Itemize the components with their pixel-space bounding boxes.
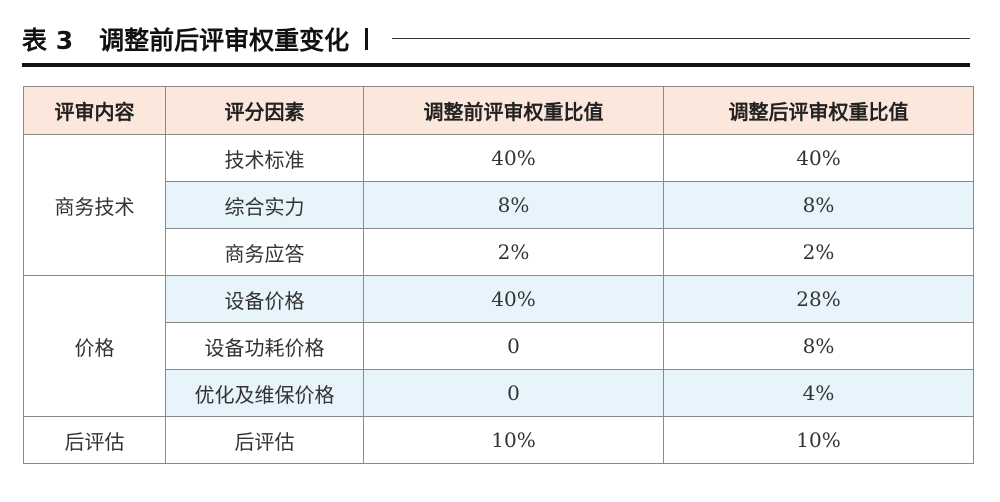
content-cell: 价格: [23, 275, 166, 417]
table-row: 优化及维保价格 0 4%: [24, 369, 974, 417]
factor-cell: 优化及维保价格: [165, 369, 364, 417]
caption-tick-mark: [365, 28, 369, 50]
after-cell: 4%: [663, 369, 974, 417]
caption-divider: [22, 63, 970, 67]
after-cell: 10%: [663, 416, 974, 464]
after-cell: 40%: [663, 134, 974, 182]
factor-cell: 设备功耗价格: [165, 322, 364, 370]
before-cell: 8%: [363, 181, 664, 229]
weight-table: 评审内容 评分因素 调整前评审权重比值 调整后评审权重比值 商务技术 技术标准 …: [23, 86, 974, 464]
before-cell: 0: [363, 322, 664, 370]
after-cell: 28%: [663, 275, 974, 323]
before-cell: 2%: [363, 228, 664, 276]
before-cell: 10%: [363, 416, 664, 464]
table-row: 综合实力 8% 8%: [24, 181, 974, 229]
content-cell: 后评估: [23, 416, 166, 464]
content-cell: 商务技术: [23, 134, 166, 276]
header-after: 调整后评审权重比值: [663, 86, 974, 135]
table-row: 商务应答 2% 2%: [24, 228, 974, 276]
factor-cell: 设备价格: [165, 275, 364, 323]
after-cell: 8%: [663, 322, 974, 370]
before-cell: 40%: [363, 134, 664, 182]
factor-cell: 技术标准: [165, 134, 364, 182]
factor-cell: 后评估: [165, 416, 364, 464]
header-before: 调整前评审权重比值: [363, 86, 664, 135]
before-cell: 0: [363, 369, 664, 417]
caption-rule: [392, 38, 970, 39]
table-row: 价格 设备价格 40% 28%: [23, 275, 974, 417]
factor-cell: 商务应答: [165, 228, 364, 276]
table-row: 后评估 后评估 10% 10%: [23, 416, 974, 464]
table-row: 商务技术 技术标准 40% 40%: [23, 134, 974, 276]
header-row: 评审内容 评分因素 调整前评审权重比值 调整后评审权重比值: [23, 86, 974, 135]
table-number: 表 3: [22, 26, 74, 55]
header-content: 评审内容: [23, 86, 166, 135]
table-caption: 表 3 调整前后评审权重变化: [22, 22, 369, 56]
factor-cell: 综合实力: [165, 181, 364, 229]
header-factor: 评分因素: [165, 86, 364, 135]
table-title: 调整前后评审权重变化: [99, 26, 350, 55]
after-cell: 2%: [663, 228, 974, 276]
after-cell: 8%: [663, 181, 974, 229]
table-row: 设备功耗价格 0 8%: [24, 322, 974, 370]
before-cell: 40%: [363, 275, 664, 323]
